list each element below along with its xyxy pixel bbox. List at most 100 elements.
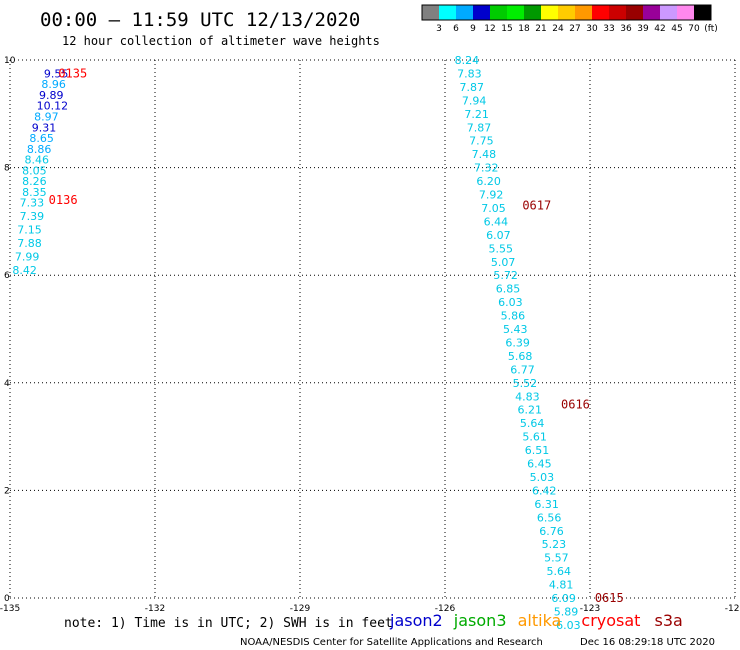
x-tick-label: -132 [145, 604, 165, 614]
color-swatch [677, 5, 694, 20]
wave-height-value: 6.51 [525, 444, 550, 457]
wave-height-value: 8.97 [34, 110, 59, 123]
color-swatch [660, 5, 677, 20]
wave-height-value: 7.75 [469, 135, 494, 148]
x-tick-label: -123 [580, 604, 600, 614]
color-scale-label: 9 [470, 24, 476, 34]
color-swatch [592, 5, 609, 20]
wave-height-value: 5.55 [489, 242, 514, 255]
wave-height-value: 6.85 [496, 283, 521, 296]
y-tick-label: 4 [4, 379, 10, 389]
color-scale-label: (ft) [704, 24, 718, 34]
color-scale-frame [421, 4, 712, 21]
wave-height-value: 7.48 [472, 148, 497, 161]
wave-height-value: 7.87 [460, 81, 485, 94]
wave-height-value: 10.12 [37, 100, 68, 113]
wave-height-value: 6.09 [551, 592, 576, 605]
wave-height-value: 9.31 [32, 121, 57, 134]
wave-height-value: 7.05 [481, 202, 506, 215]
wave-height-value: 4.83 [515, 390, 540, 403]
wave-height-value: 5.43 [503, 323, 528, 336]
wave-height-value: 6.77 [510, 363, 535, 376]
wave-height-value: 7.87 [467, 121, 492, 134]
wave-height-value: 8.26 [22, 175, 47, 188]
color-scale-label: 36 [620, 24, 632, 34]
x-tick-label: -126 [435, 604, 456, 614]
pass-time-label: 0135 [58, 66, 87, 80]
wave-height-value: 6.76 [539, 525, 564, 538]
color-scale-label: 30 [586, 24, 598, 34]
color-scale-label: 15 [501, 24, 512, 34]
wave-height-value: 7.21 [464, 108, 489, 121]
wave-height-value: 8.05 [22, 164, 47, 177]
footer-timestamp: Dec 16 08:29:18 UTC 2020 [580, 637, 715, 648]
data-points: 9.558.969.8910.128.979.318.658.868.468.0… [12, 54, 580, 632]
wave-height-value: 7.99 [15, 250, 40, 263]
legend-jason2: jason2 [389, 611, 443, 630]
footer-note: note: 1) Time is in UTC; 2) SWH is in fe… [64, 616, 393, 631]
wave-height-value: 8.46 [25, 154, 50, 167]
wave-height-value: 6.20 [476, 175, 501, 188]
wave-height-value: 6.03 [556, 619, 581, 632]
pass-time-label: 0615 [595, 591, 624, 605]
wave-height-value: 5.64 [520, 417, 545, 430]
color-swatch [524, 5, 541, 20]
y-tick-label: 2 [4, 486, 10, 496]
color-swatch [507, 5, 524, 20]
wave-height-value: 7.39 [20, 210, 44, 223]
wave-height-value: 5.89 [554, 605, 579, 618]
color-swatch [473, 5, 490, 20]
wave-height-value: 8.96 [41, 78, 66, 91]
wave-height-value: 5.72 [493, 269, 518, 282]
x-tick-label: -135 [0, 604, 20, 614]
pass-time-label: 0136 [49, 193, 78, 207]
legend-jason3: jason3 [453, 611, 507, 630]
wave-height-value: 6.44 [484, 215, 509, 228]
wave-height-value: 5.57 [544, 552, 569, 565]
wave-height-value: 5.07 [491, 256, 515, 269]
wave-height-value: 6.31 [534, 498, 559, 511]
wave-height-value: 5.86 [501, 310, 526, 323]
pass-time-label: 0616 [561, 397, 590, 411]
color-scale-label: 33 [603, 24, 614, 34]
color-swatch [422, 5, 439, 20]
wave-height-value: 6.42 [532, 484, 557, 497]
satellite-legend: jason2 jason3 altika cryosat s3a [389, 611, 683, 630]
wave-height-value: 5.68 [508, 350, 533, 363]
wave-height-value: 7.83 [457, 67, 482, 80]
color-scale-label: 12 [484, 24, 495, 34]
color-swatch [694, 5, 711, 20]
wave-height-value: 9.89 [39, 89, 64, 102]
wave-height-value: 8.42 [12, 264, 37, 277]
color-scale-label: 6 [453, 24, 459, 34]
wave-height-value: 8.86 [27, 143, 51, 156]
pass-time-labels: 0135 0136 0617 0616 0615 [49, 66, 624, 605]
wave-height-value: 7.92 [479, 189, 504, 202]
color-swatch [456, 5, 473, 20]
wave-height-value: 5.64 [547, 565, 572, 578]
y-tick-label: 10 [4, 56, 16, 66]
wave-height-value: 6.45 [527, 458, 552, 471]
wave-height-value: 8.35 [22, 186, 47, 199]
wave-height-value: 6.56 [537, 511, 562, 524]
color-scale-legend: 3 6 9 12 15 18 21 24 27 30 33 36 39 42 45 70 (ft) [421, 4, 718, 34]
wave-height-value: 5.52 [513, 377, 538, 390]
color-scale-label: 21 [535, 24, 546, 34]
y-tick-label: 0 [4, 594, 10, 604]
wave-height-value: 7.15 [17, 223, 42, 236]
color-swatch [490, 5, 507, 20]
wave-height-value: 5.03 [530, 471, 555, 484]
y-tick-label: 8 [4, 164, 10, 174]
wave-height-value: 6.07 [486, 229, 511, 242]
color-scale-label: 39 [637, 24, 649, 34]
axis-tick-labels: -135 -132 -129 -126 -123 -120 0 2 4 6 8 10 [0, 56, 740, 614]
wave-height-value: 7.32 [474, 162, 499, 175]
wave-height-value: 6.03 [498, 296, 522, 309]
color-scale-label: 27 [569, 24, 580, 34]
chart-subtitle: 12 hour collection of altimeter wave hei… [62, 34, 380, 48]
y-tick-label: 6 [4, 271, 10, 281]
wave-height-value: 6.21 [518, 404, 543, 417]
chart-title: 00:00 — 11:59 UTC 12/13/2020 [40, 9, 360, 31]
legend-altika: altika [518, 611, 562, 630]
